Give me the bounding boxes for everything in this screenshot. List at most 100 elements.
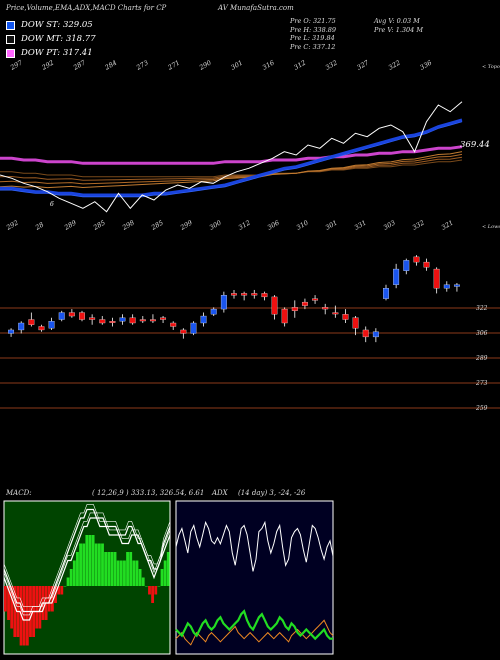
candle-body [332,312,339,315]
stat-avg-volume: Avg V: 0.03 M [374,17,420,25]
macd-hist-bar [13,586,17,637]
stat-pre-close: Pre C: 337.12 [290,42,336,51]
macd-hist-bar [79,543,82,586]
ema-bundle-line [0,151,463,189]
macd-params: ( 12,26,9 ) 333.13, 326.54, 6.61 [92,489,205,497]
candle-body [291,307,298,311]
candle-body [453,284,460,287]
bottom-tick-label: 285 [149,219,165,233]
price-line [0,101,463,213]
candle-body [322,307,329,310]
candle-body [220,295,227,310]
macd-hist-bar [66,577,70,586]
macd-hist-bar [94,543,98,586]
bottom-tick-label: 332 [411,219,426,232]
legend-item-dow-pt: DOW PT: 317.41 [6,46,96,60]
volume-stats: Avg V: 0.03 M Pre V: 1.304 M [374,17,423,34]
top-tick-label: 312 [293,59,308,72]
candle-body [170,322,177,327]
level-label: 273 [475,380,488,387]
candle-body [160,317,167,320]
adx-di_minus-line [175,609,333,641]
macd-hist-bar [110,552,114,586]
legend-item-dow-st: DOW ST: 329.05 [6,18,96,32]
top-tick-label: 297 [8,58,24,72]
macd-hist-bar [4,586,7,612]
level-label: 322 [476,305,488,312]
bottom-tick-label: 285 [91,219,107,233]
candle-body [271,296,278,315]
bottom-tick-label: 310 [295,219,310,232]
macd-hist-bar [10,586,14,629]
legend-label-pt: DOW PT: 317.41 [21,48,93,58]
stat-pre-low: Pre L: 319.84 [290,34,335,43]
macd-hist-bar [85,535,89,586]
bottom-tick-label: 321 [440,219,455,232]
macd-hist-bar [123,560,126,586]
adx-label: ADX [212,489,228,497]
macd-hist-bar [157,586,161,587]
bottom-tick-label: 28 [33,221,45,233]
top-tick-label: 322 [387,59,402,72]
macd-hist-bar [63,586,67,587]
candle-body [180,329,187,334]
stat-pre-high: Pre H: 338.89 [290,25,337,34]
candle-body [38,326,45,331]
candle-body [8,329,15,334]
candle-body [443,284,450,289]
candle-body [413,256,420,263]
candle-body [403,260,410,271]
macd-hist-bar [38,586,42,629]
macd-hist-bar [47,586,51,612]
macd-hist-bar [160,569,164,586]
candle-body [372,331,379,338]
macd-hist-bar [135,560,139,586]
macd-signal-shadow-line [3,512,171,607]
candle-body [18,322,25,331]
candle-body [149,319,156,322]
macd-hist-bar [116,560,120,586]
legend-label-st: DOW ST: 329.05 [21,20,93,30]
corner-label-bottom: < Lowes [482,224,500,230]
candle-body [190,322,197,334]
level-label: 306 [476,330,488,337]
ema-bundle-line [0,159,463,178]
macd-hist-bar [7,586,10,620]
macd-hist-bar [60,586,64,595]
legend: DOW ST: 329.05 DOW MT: 318.77 DOW PT: 31… [6,18,96,60]
adx-di_plus-line [175,619,334,646]
candle-body [312,298,319,301]
pre-stats: Pre O: 321.75 Pre H: 338.89 Pre L: 319.8… [290,17,336,51]
ema-short-thin-line [0,121,463,198]
candle-body [28,319,35,325]
bottom-tick-label: 303 [382,219,397,232]
macd-label: MACD: [6,489,32,497]
candle-body [109,321,116,323]
macd-signal-line [3,517,171,613]
macd-hist-bar [126,552,129,586]
macd-hist-bar [138,569,142,586]
top-tick-label: 332 [324,59,339,72]
macd-hist-bar [104,552,108,586]
candle-body [301,301,308,306]
top-tick-label: 284 [103,59,119,73]
adx-params: (14 day) 3, -24, -26 [238,489,306,497]
macd-hist-bar [57,586,61,595]
last-value-label: 369.44 [460,140,490,150]
macd-hist-bar [119,560,123,586]
legend-swatch-st [6,20,15,30]
candle-body [210,308,217,315]
bottom-tick-label: 306 [266,219,281,232]
corner-label-top: < Topo [482,64,500,70]
candle-body [139,319,146,322]
candle-body [352,317,359,329]
bottom-tick-label: 289 [62,219,78,233]
macd-hist-bar [69,569,73,586]
candle-body [383,288,389,299]
ema-short-line [0,118,463,197]
adx-adx-line [175,520,334,572]
macd-hist-bar [82,543,86,586]
candle-body [423,261,430,268]
candle-body [281,308,288,324]
source-label: AV MunafaSutra.com [218,4,294,12]
